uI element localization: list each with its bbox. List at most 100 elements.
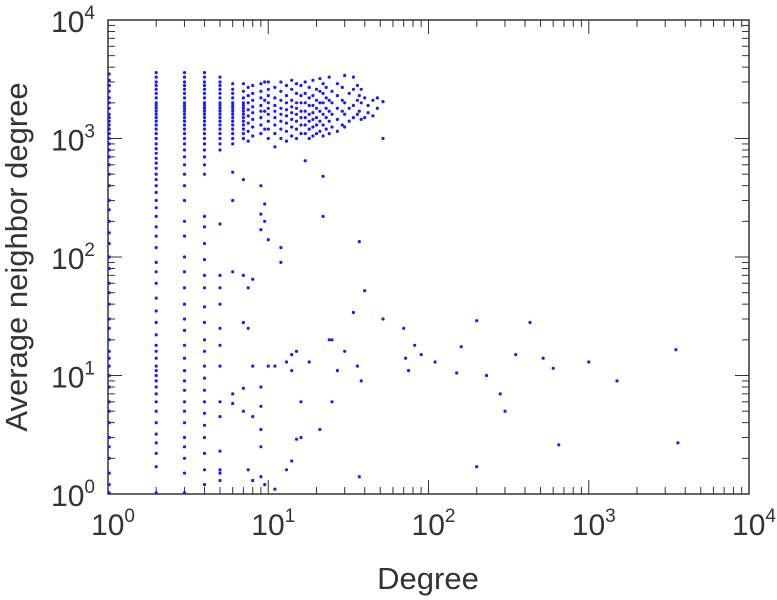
- data-point: [318, 101, 322, 105]
- data-point: [330, 338, 334, 342]
- data-point: [340, 109, 344, 113]
- data-point: [202, 286, 207, 290]
- data-point: [154, 281, 158, 285]
- data-point: [107, 163, 111, 167]
- data-point: [231, 270, 235, 274]
- data-point: [218, 96, 222, 100]
- data-point: [154, 451, 158, 455]
- data-point: [375, 96, 379, 100]
- data-point: [154, 136, 158, 141]
- data-point: [218, 471, 222, 475]
- data-point: [303, 159, 307, 163]
- data-point: [294, 106, 299, 110]
- data-point: [259, 228, 263, 232]
- data-point: [359, 87, 363, 91]
- data-point: [475, 465, 479, 469]
- data-point: [266, 106, 270, 110]
- x-tick-label: 101: [251, 506, 295, 542]
- data-point: [307, 119, 311, 123]
- data-point: [182, 328, 187, 332]
- data-point: [182, 409, 187, 413]
- data-point: [202, 91, 207, 95]
- data-point: [154, 198, 158, 203]
- data-point: [330, 89, 334, 93]
- data-point: [231, 96, 235, 100]
- data-point: [231, 116, 235, 120]
- data-point: [263, 98, 267, 102]
- data-point: [290, 125, 294, 129]
- data-point: [218, 101, 222, 105]
- data-point: [218, 123, 222, 127]
- data-point: [107, 112, 111, 116]
- data-point: [231, 198, 235, 203]
- data-point: [290, 87, 294, 91]
- data-point: [202, 305, 207, 309]
- data-point: [182, 471, 187, 475]
- data-point: [284, 129, 289, 133]
- data-point: [218, 106, 222, 110]
- data-point: [273, 103, 277, 108]
- data-point: [182, 123, 187, 127]
- data-point: [321, 174, 325, 178]
- data-point: [259, 82, 263, 86]
- data-point: [107, 136, 111, 141]
- data-point: [107, 435, 111, 440]
- data-point: [218, 343, 222, 347]
- data-point: [311, 78, 315, 82]
- data-point: [674, 348, 678, 352]
- data-point: [154, 109, 158, 113]
- data-point: [273, 123, 277, 127]
- data-point: [251, 277, 255, 281]
- data-point: [355, 112, 359, 116]
- data-point: [154, 270, 158, 274]
- data-point: [294, 437, 299, 441]
- data-point: [259, 96, 263, 100]
- data-point: [475, 319, 479, 323]
- data-point: [154, 234, 158, 238]
- data-point: [351, 310, 355, 315]
- data-point: [154, 214, 158, 218]
- data-point: [303, 132, 307, 136]
- data-point: [154, 75, 158, 79]
- data-point: [340, 123, 344, 127]
- data-point: [202, 136, 207, 141]
- data-point: [231, 103, 235, 108]
- data-point: [107, 483, 111, 487]
- data-point: [202, 142, 207, 146]
- data-point: [259, 427, 263, 432]
- data-point: [107, 400, 111, 404]
- data-point: [347, 119, 351, 123]
- data-point: [355, 83, 359, 88]
- data-point: [299, 400, 303, 404]
- data-point: [279, 106, 283, 110]
- data-point: [290, 353, 294, 357]
- data-point: [363, 289, 367, 293]
- data-point: [290, 105, 294, 109]
- data-point: [202, 87, 207, 91]
- data-point: [404, 356, 408, 360]
- data-point: [182, 87, 187, 91]
- data-point: [343, 125, 347, 129]
- data-point: [231, 87, 235, 91]
- data-point: [251, 415, 255, 419]
- data-point: [273, 364, 277, 368]
- data-point: [218, 286, 222, 290]
- data-point: [154, 400, 158, 404]
- data-point: [314, 123, 319, 127]
- data-point: [202, 155, 207, 159]
- data-point: [259, 184, 263, 188]
- data-point: [263, 109, 267, 113]
- data-point: [266, 127, 270, 131]
- data-point: [251, 134, 255, 138]
- data-point: [335, 117, 339, 121]
- data-point: [246, 286, 250, 290]
- data-point: [231, 119, 235, 123]
- data-point: [218, 478, 222, 483]
- data-point: [307, 136, 311, 141]
- data-point: [284, 468, 289, 472]
- data-point: [107, 231, 111, 235]
- data-point: [246, 326, 250, 330]
- data-point: [241, 82, 245, 86]
- data-point: [218, 142, 222, 146]
- data-point: [202, 423, 207, 427]
